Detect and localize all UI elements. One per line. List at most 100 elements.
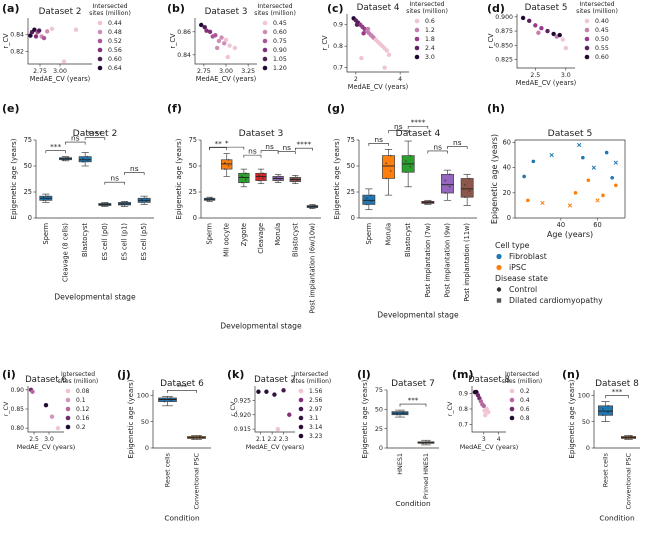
legend-marker	[509, 388, 515, 394]
legend-entry: 0.6	[425, 18, 435, 25]
panel-n: Dataset 8 0 50 100 Epigenetic age (years) Res…	[560, 368, 650, 536]
y-axis-label: r_CV	[2, 33, 10, 49]
box-point	[42, 199, 45, 202]
chart-i: Dataset 6 2.5 3.0 0.80 0.85 0.90 MedAE_CV (yea…	[2, 371, 98, 451]
box-point	[86, 155, 89, 158]
chart-title: Dataset 7	[254, 375, 296, 385]
legend-entry: 0.48	[108, 29, 122, 36]
significance-bracket	[368, 143, 389, 146]
data-point	[591, 165, 596, 170]
data-point	[551, 31, 556, 37]
box-point	[296, 179, 299, 182]
data-point	[73, 27, 79, 32]
legend-entry: Control	[509, 285, 537, 294]
x-tick-label: 2.75	[197, 68, 211, 75]
y-axis-label: r_CV	[446, 401, 454, 416]
significance-bracket	[104, 181, 125, 185]
legend-title: Intersected	[579, 1, 614, 8]
y-tick-label: 0.925	[234, 397, 251, 404]
box-point	[241, 175, 243, 178]
legend-entry: 0.44	[108, 20, 122, 27]
significance-bracket	[605, 395, 629, 399]
y-tick-label: 0.7	[333, 65, 343, 72]
x-tick-label: Blastocyst	[81, 223, 89, 257]
legend-entry: 2.56	[309, 397, 323, 404]
panel-a: Dataset 2 2.75 3.00 0.82 0.84 MedAE_CV (years…	[0, 0, 165, 105]
x-tick-label: Blastocyst	[404, 223, 412, 257]
legend-title: Intersected	[505, 371, 539, 378]
x-tick-label: Morula	[274, 223, 282, 246]
panel-label: (e)	[2, 102, 20, 115]
panel-i: Dataset 6 2.5 3.0 0.80 0.85 0.90 MedAE_CV (yea…	[0, 368, 115, 473]
data-point	[232, 45, 238, 51]
box-point	[163, 400, 166, 403]
legend-marker	[509, 415, 515, 421]
box-point	[106, 202, 108, 205]
significance-label: ns	[265, 142, 274, 151]
significance-bracket	[294, 147, 313, 151]
panel-j: Dataset 6 0 50 100 Epigenetic age (years) Res…	[115, 368, 225, 536]
chart-title: Dataset 4	[396, 128, 441, 139]
legend-entry: 0.50	[595, 36, 609, 43]
axis-spines	[35, 140, 154, 219]
panel-c: Dataset 4 2 4 0.7 0.8 0.9 MedAE_CV (years) r_CV…	[321, 0, 485, 105]
chart-a: Dataset 2 2.75 3.00 0.82 0.84 MedAE_CV (years…	[2, 3, 131, 83]
data-point	[37, 28, 42, 33]
chart-title: Dataset 5	[525, 3, 568, 13]
panel-label: (i)	[2, 368, 16, 381]
legend-entry: 2.97	[309, 406, 323, 413]
box-point	[468, 190, 471, 192]
data-point	[272, 392, 277, 397]
box-point	[385, 162, 388, 165]
legend-title: sites (million)	[254, 10, 296, 17]
panel-label: (g)	[327, 102, 345, 115]
legend-title: sites (million)	[502, 378, 543, 385]
y-tick-label: 50	[189, 162, 197, 170]
y-axis-label: Epigenetic age (years)	[127, 379, 135, 458]
legend-entry: 0.60	[273, 29, 287, 36]
panel-label: (n)	[562, 368, 580, 381]
box-body	[441, 173, 454, 194]
legend-marker	[496, 298, 502, 303]
box-point	[227, 165, 230, 167]
box-body	[598, 405, 613, 416]
chart-title: Dataset 6	[25, 375, 67, 385]
legend-title: Intersected	[61, 371, 95, 378]
legend-entry: 1.20	[273, 65, 287, 72]
y-tick-label: 25	[189, 188, 197, 196]
axis-frame	[515, 139, 626, 218]
legend-marker	[97, 56, 103, 62]
box-point	[405, 160, 407, 163]
legend-entry: 0.2	[520, 388, 530, 395]
x-tick-label: 3	[482, 436, 486, 443]
y-tick-label: 0.82	[10, 48, 24, 55]
panel-k: Dataset 7 2.1 2.2 2.3 0.915 0.920 0.925 MedAE_C…	[225, 368, 355, 473]
box-point	[86, 159, 89, 162]
box-point	[429, 201, 431, 204]
y-tick-label: 0	[379, 444, 383, 452]
box-point	[313, 206, 316, 208]
legend-entry: 2.4	[425, 45, 435, 52]
significance-label: ****	[296, 140, 311, 149]
box-point	[47, 198, 49, 200]
box-point	[448, 185, 451, 188]
legend-entry: 0.75	[273, 38, 287, 45]
panel-label: (m)	[452, 368, 474, 381]
chart-e: Dataset 2 0 25 50 75 Epigenetic age (years) Sp…	[9, 128, 154, 301]
x-tick-label: 3.00	[53, 68, 67, 75]
axis-spines	[346, 14, 409, 73]
significance-label: ns	[248, 147, 257, 156]
x-tick-label: Primed HNES1	[422, 453, 430, 499]
legend-title: Intersected	[92, 3, 127, 10]
y-tick-label: 0.850	[495, 42, 513, 49]
box-point	[125, 201, 128, 204]
y-tick-label: 0	[351, 214, 355, 222]
y-tick-label: 0.84	[177, 52, 191, 59]
x-tick-label: 4	[497, 436, 501, 443]
x-tick-label: 40	[557, 221, 565, 229]
legend-marker	[298, 388, 304, 394]
legend-entry: 0.55	[595, 45, 609, 52]
box-body	[362, 194, 376, 205]
data-point	[567, 203, 573, 208]
